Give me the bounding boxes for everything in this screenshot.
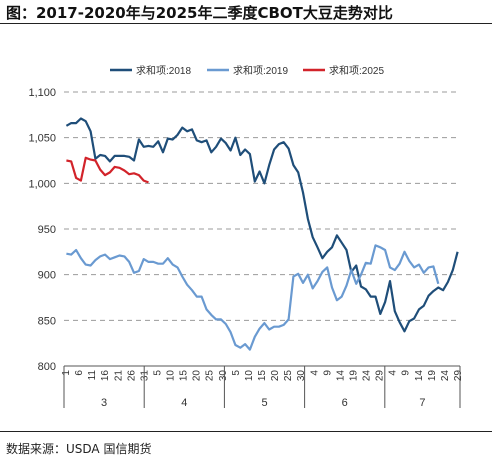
x-tick-label: 1 bbox=[61, 370, 72, 376]
chart-legend: 求和项:2018 求和项:2019 求和项:2025 bbox=[110, 65, 384, 77]
series-line-2019 bbox=[66, 244, 440, 351]
x-tick-label: 19 bbox=[348, 370, 359, 382]
x-tick-label: 20 bbox=[270, 370, 281, 382]
y-tick-label: 850 bbox=[38, 315, 56, 327]
x-tick-label: 29 bbox=[375, 370, 386, 382]
month-label: 4 bbox=[181, 397, 187, 409]
y-tick-label: 800 bbox=[38, 361, 56, 373]
x-tick-label: 24 bbox=[440, 370, 451, 382]
y-gridlines bbox=[64, 91, 460, 321]
x-tick-label: 10 bbox=[166, 370, 177, 382]
x-tick-label: 25 bbox=[283, 370, 294, 382]
line-chart: 求和项:2018 求和项:2019 求和项:2025 800 850 900 950 1,0… bbox=[28, 65, 464, 409]
x-tick-label: 6 bbox=[74, 370, 85, 376]
month-label: 5 bbox=[261, 397, 267, 409]
x-tick-label: 20 bbox=[192, 370, 203, 382]
x-tick-label: 14 bbox=[414, 370, 425, 382]
legend-label: 求和项:2018 bbox=[136, 65, 191, 77]
footer-rule bbox=[0, 431, 492, 432]
x-tick-label: 5 bbox=[152, 370, 163, 376]
legend-label: 求和项:2025 bbox=[329, 65, 384, 77]
x-tick-label: 29 bbox=[453, 370, 464, 382]
x-tick-label: 10 bbox=[244, 370, 255, 382]
y-tick-label: 900 bbox=[38, 270, 56, 282]
y-tick-label: 1,050 bbox=[28, 133, 56, 145]
x-tick-label: 24 bbox=[362, 370, 373, 382]
x-tick-label: 9 bbox=[401, 370, 412, 376]
month-label: 3 bbox=[101, 397, 107, 409]
x-tick-label: 31 bbox=[139, 370, 150, 382]
y-tick-label: 950 bbox=[38, 224, 56, 236]
month-label: 7 bbox=[419, 397, 425, 409]
x-tick-label: 15 bbox=[257, 370, 268, 382]
source-note: 数据来源：USDA 国信期货 bbox=[6, 442, 152, 456]
x-tick-label: 5 bbox=[231, 370, 242, 376]
x-tick-label: 21 bbox=[113, 370, 124, 382]
y-tick-label: 1,100 bbox=[28, 87, 56, 99]
x-tick-label: 16 bbox=[100, 370, 111, 382]
series-lines bbox=[65, 117, 459, 351]
x-tick-label: 30 bbox=[296, 370, 307, 382]
series-line-2025 bbox=[66, 156, 149, 184]
x-tick-label: 14 bbox=[335, 370, 346, 382]
x-tick-label: 15 bbox=[179, 370, 190, 382]
chart-title: 图：2017-2020年与2025年二季度CBOT大豆走势对比 bbox=[6, 4, 393, 22]
y-axis-ticks: 800 850 900 950 1,000 1,050 1,100 bbox=[28, 87, 56, 373]
x-tick-label: 30 bbox=[218, 370, 229, 382]
x-tick-label: 11 bbox=[87, 370, 98, 381]
x-tick-label: 4 bbox=[309, 370, 320, 376]
title-rule bbox=[0, 23, 492, 24]
x-tick-label: 25 bbox=[205, 370, 216, 382]
x-tick-label: 9 bbox=[322, 370, 333, 376]
month-label: 6 bbox=[342, 397, 348, 409]
x-axis: 1 6 11 16 21 26 31 5 10 15 20 25 30 5 10 15 20 25 30 4 9 14 19… bbox=[61, 365, 464, 409]
x-tick-label: 19 bbox=[427, 370, 438, 382]
series-line-2018 bbox=[65, 117, 459, 333]
x-tick-label: 26 bbox=[126, 370, 137, 382]
y-tick-label: 1,000 bbox=[28, 178, 56, 190]
legend-label: 求和项:2019 bbox=[233, 65, 288, 77]
x-tick-label: 4 bbox=[388, 370, 399, 376]
